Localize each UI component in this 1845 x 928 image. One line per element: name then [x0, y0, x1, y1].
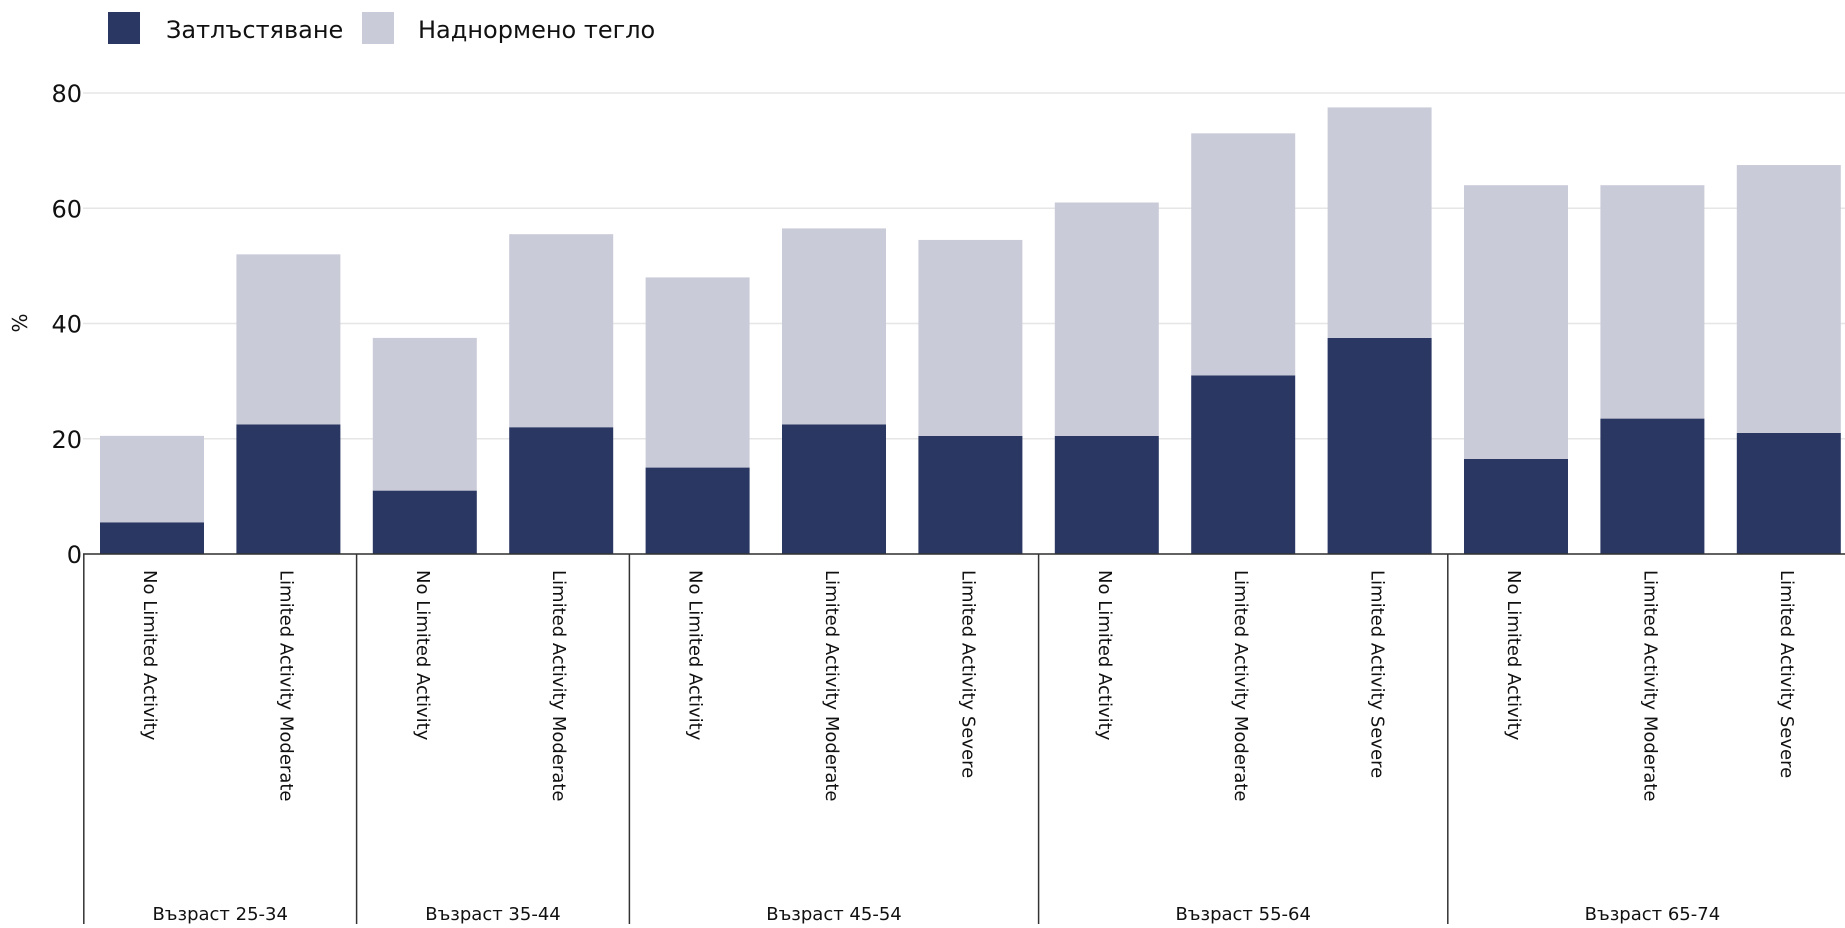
- legend-swatch-1: [362, 12, 394, 44]
- legend-swatch-0: [108, 12, 140, 44]
- bar-overweight: [100, 435, 204, 523]
- category-label: Limited Activity Moderate: [1230, 570, 1251, 802]
- bar-overweight: [1054, 202, 1159, 436]
- y-tick-label: 40: [51, 311, 82, 339]
- bar-overweight: [1464, 185, 1568, 459]
- bar-obesity: [236, 424, 341, 554]
- bar-overweight: [372, 337, 477, 491]
- bar-obesity: [1327, 337, 1432, 554]
- bar-obesity: [1054, 435, 1159, 554]
- bar-obesity: [1736, 432, 1841, 554]
- y-axis: 0 20 40 60 80%: [8, 80, 82, 569]
- bar-obesity: [782, 424, 886, 554]
- legend-label-0: Затлъстяване: [166, 16, 343, 44]
- y-tick-label: 60: [51, 195, 82, 223]
- category-label: No Limited Activity: [1503, 570, 1524, 741]
- bar-obesity: [1191, 375, 1296, 554]
- category-label: No Limited Activity: [1094, 570, 1115, 741]
- category-label: No Limited Activity: [685, 570, 706, 741]
- bar-overweight: [509, 234, 614, 428]
- y-tick-label: 0: [67, 541, 82, 569]
- bars: [100, 107, 1841, 554]
- bar-overweight: [1191, 133, 1296, 376]
- category-label: Limited Activity Severe: [1367, 570, 1388, 778]
- bar-obesity: [509, 427, 614, 554]
- bar-obesity: [645, 467, 750, 554]
- legend-label-1: Наднормено тегло: [418, 16, 655, 44]
- bar-overweight: [1736, 165, 1841, 433]
- category-label: Limited Activity Moderate: [821, 570, 842, 802]
- bar-overweight: [645, 277, 750, 468]
- group-label: Възраст 35-44: [425, 904, 561, 924]
- bar-overweight: [1327, 107, 1432, 338]
- bar-obesity: [918, 435, 1023, 554]
- x-axis: No Limited Activity Limited Activity Mode…: [83, 553, 1845, 925]
- category-label: No Limited Activity: [139, 570, 160, 741]
- bar-obesity: [1464, 458, 1568, 554]
- group-label: Възраст 55-64: [1175, 904, 1311, 924]
- bar-overweight: [1600, 185, 1705, 419]
- bar-obesity: [372, 490, 477, 554]
- bar-overweight: [782, 228, 886, 425]
- bar-obesity: [100, 522, 204, 554]
- group-label: Възраст 65-74: [1585, 904, 1721, 924]
- bar-overweight: [236, 254, 341, 425]
- group-label: Възраст 25-34: [152, 904, 288, 924]
- group-label: Възраст 45-54: [766, 904, 902, 924]
- legend: Затлъстяване Наднормено тегло: [108, 12, 655, 44]
- bar-overweight: [918, 239, 1023, 436]
- y-axis-title: %: [8, 313, 32, 332]
- category-label: Limited Activity Severe: [957, 570, 978, 778]
- category-label: Limited Activity Moderate: [1639, 570, 1660, 802]
- category-label: Limited Activity Severe: [1776, 570, 1797, 778]
- bar-obesity: [1600, 418, 1705, 554]
- category-label: Limited Activity Moderate: [275, 570, 296, 802]
- category-label: No Limited Activity: [412, 570, 433, 741]
- y-tick-label: 20: [51, 426, 82, 454]
- category-label: Limited Activity Moderate: [548, 570, 569, 802]
- y-tick-label: 80: [51, 80, 82, 108]
